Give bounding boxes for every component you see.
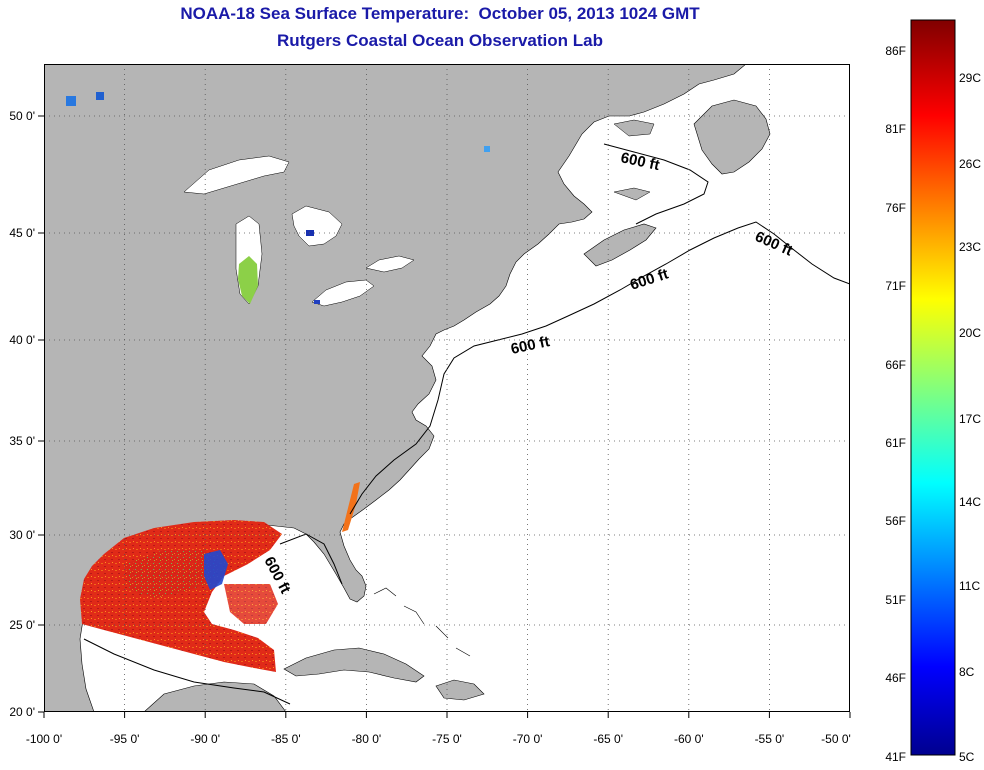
x-tick-label: -100 0' xyxy=(26,732,62,746)
lake-superior xyxy=(183,155,290,195)
y-tick-label: 45 0' xyxy=(9,226,35,240)
colorbar-c-label: 23C xyxy=(959,240,981,254)
y-tick-label: 40 0' xyxy=(9,333,35,347)
bahamas-land xyxy=(373,587,471,657)
yucatan-land xyxy=(143,681,287,712)
x-tick-label: -95 0' xyxy=(110,732,140,746)
colorbar-f-label: 66F xyxy=(885,358,906,372)
colorbar-f-label: 41F xyxy=(885,750,906,764)
x-tick-label: -90 0' xyxy=(190,732,220,746)
x-tick-label: -70 0' xyxy=(513,732,543,746)
colorbar-c-label: 8C xyxy=(959,665,975,679)
northern-lake-sst xyxy=(96,92,104,100)
x-tick-label: -85 0' xyxy=(271,732,301,746)
colorbar-c-label: 26C xyxy=(959,157,981,171)
colorbar-f-label: 76F xyxy=(885,201,906,215)
y-tick-marks xyxy=(38,115,44,713)
colorbar-c-label: 29C xyxy=(959,71,981,85)
colorbar-c-label: 11C xyxy=(959,579,980,593)
y-tick-label: 30 0' xyxy=(9,528,35,542)
gulf-sst-band xyxy=(224,584,278,624)
x-tick-label: -50 0' xyxy=(821,732,851,746)
map-subtitle: Rutgers Coastal Ocean Observation Lab xyxy=(277,31,603,50)
lake-ontario xyxy=(365,255,415,273)
shelf-600ft-contour-gulf xyxy=(83,533,343,705)
colorbar-f-label: 71F xyxy=(885,279,906,293)
gulf-sst-cool xyxy=(204,550,228,590)
x-tick-label: -65 0' xyxy=(593,732,623,746)
northern-lake-sst xyxy=(484,146,490,152)
lake-erie-sst xyxy=(314,300,320,304)
lake-michigan-sst xyxy=(238,256,258,304)
x-tick-label: -75 0' xyxy=(432,732,462,746)
pei-island xyxy=(613,187,651,201)
x-tick-label: -55 0' xyxy=(755,732,785,746)
hispaniola-land xyxy=(435,679,485,701)
colorbar-gradient xyxy=(910,19,956,756)
x-tick-label: -80 0' xyxy=(352,732,382,746)
y-tick-label: 35 0' xyxy=(9,434,35,448)
colorbar-f-label: 51F xyxy=(885,593,906,607)
colorbar-f-label: 61F xyxy=(885,436,906,450)
map-border xyxy=(44,64,850,712)
lake-huron xyxy=(291,205,343,247)
colorbar-c-label: 20C xyxy=(959,326,981,340)
gulf-stream-sst xyxy=(342,482,360,532)
sst-map: 600 ft 600 ft 600 ft 600 ft 600 ft xyxy=(44,64,850,712)
nova-scotia-land xyxy=(583,223,657,267)
colorbar-f-label: 86F xyxy=(885,44,906,58)
colorbar-c-label: 17C xyxy=(959,412,981,426)
x-tick-marks xyxy=(43,712,851,718)
cuba-land xyxy=(283,647,425,683)
lake-erie xyxy=(311,279,375,307)
colorbar-f-label: 46F xyxy=(885,671,906,685)
gulf-sst-region xyxy=(80,520,282,672)
y-tick-label: 50 0' xyxy=(9,109,35,123)
newfoundland-land xyxy=(693,99,771,175)
colorbar-f-label: 81F xyxy=(885,122,906,136)
map-title: NOAA-18 Sea Surface Temperature: October… xyxy=(180,4,700,23)
lon-gridlines xyxy=(124,64,770,712)
gulf-sst-mixed xyxy=(124,550,220,598)
y-tick-label: 25 0' xyxy=(9,618,35,632)
northern-lake-sst xyxy=(66,96,76,106)
gulf-st-lawrence-island xyxy=(613,119,655,137)
x-tick-label: -60 0' xyxy=(674,732,704,746)
colorbar-f-label: 56F xyxy=(885,514,906,528)
shelf-600ft-contour-north xyxy=(603,143,709,225)
colorbar-c-label: 5C xyxy=(959,750,975,764)
y-tick-label: 20 0' xyxy=(9,705,35,719)
shelf-600ft-contour xyxy=(349,221,850,515)
colorbar-c-label: 14C xyxy=(959,495,981,509)
